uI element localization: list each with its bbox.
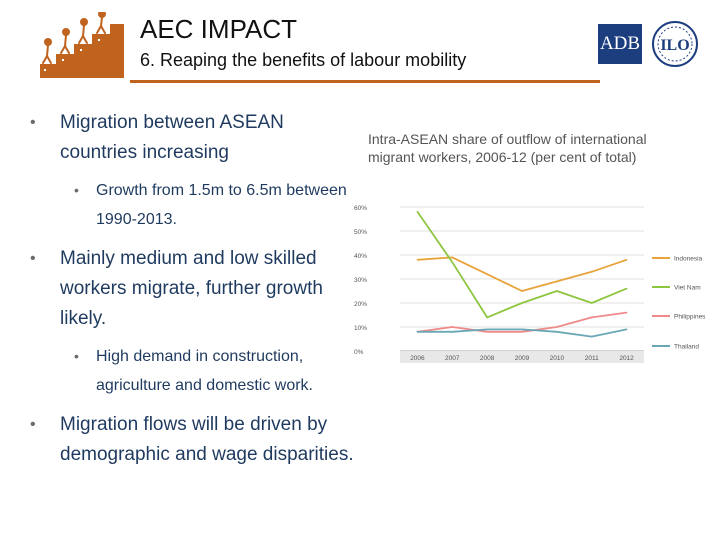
bullet-list: Migration between ASEAN countries increa… bbox=[30, 108, 360, 478]
y-tick-label: 20% bbox=[354, 301, 367, 308]
data-point bbox=[590, 316, 593, 319]
page-title: AEC IMPACT bbox=[140, 14, 297, 44]
x-tick-label: 2009 bbox=[515, 355, 530, 362]
ilo-logo: ILO bbox=[652, 21, 698, 67]
bullet-item: Mainly medium and low skilled workers mi… bbox=[30, 244, 360, 334]
sub-bullet-item: High demand in construction, agriculture… bbox=[30, 342, 360, 400]
data-point bbox=[625, 287, 628, 290]
data-point bbox=[590, 271, 593, 273]
x-tick-label: 2011 bbox=[585, 355, 599, 362]
x-tick-label: 2012 bbox=[619, 355, 634, 362]
line-chart: 0% 10% 20% 30% 40% 50% 60% 2006 2007 2008 2009 2010… bbox=[354, 205, 706, 363]
title-underline bbox=[130, 80, 600, 83]
data-point bbox=[486, 328, 488, 331]
data-point bbox=[590, 302, 593, 304]
legend-label: Thailand bbox=[674, 344, 699, 351]
y-tick-label: 40% bbox=[354, 253, 367, 260]
data-point bbox=[625, 259, 628, 261]
series-line-indonesia bbox=[417, 256, 627, 292]
sub-bullet-item: Growth from 1.5m to 6.5m between 1990-20… bbox=[30, 176, 360, 234]
y-tick-label: 0% bbox=[354, 349, 364, 356]
x-axis-band bbox=[400, 351, 644, 363]
data-point bbox=[556, 331, 558, 333]
data-point bbox=[521, 290, 523, 292]
series-line-thailand bbox=[417, 328, 627, 338]
data-point bbox=[416, 259, 419, 261]
data-point bbox=[451, 256, 454, 259]
page-subtitle: 6. Reaping the benefits of labour mobili… bbox=[140, 50, 467, 70]
data-point bbox=[521, 331, 523, 333]
data-point bbox=[590, 335, 593, 338]
x-tick-label: 2010 bbox=[550, 355, 565, 362]
data-point bbox=[486, 331, 488, 333]
adb-logo: ADB bbox=[598, 24, 642, 64]
data-point bbox=[486, 316, 488, 319]
y-tick-label: 10% bbox=[354, 325, 367, 332]
data-point bbox=[451, 331, 454, 333]
data-point bbox=[416, 331, 419, 333]
y-tick-label: 60% bbox=[354, 205, 367, 212]
data-point bbox=[521, 302, 523, 304]
data-point bbox=[556, 290, 558, 292]
x-tick-label: 2007 bbox=[445, 355, 460, 362]
ilo-logo-text: ILO bbox=[660, 37, 689, 54]
legend-label: Viet Nam bbox=[674, 285, 701, 292]
data-point bbox=[451, 326, 454, 328]
aec-walking-figures-logo bbox=[40, 12, 124, 78]
data-point bbox=[556, 280, 558, 283]
bullet-item: Migration between ASEAN countries increa… bbox=[30, 108, 360, 168]
legend-label: Indonesia bbox=[674, 256, 703, 263]
data-point bbox=[486, 273, 488, 275]
legend-label: Philippines bbox=[674, 314, 706, 321]
series-line-viet-nam bbox=[416, 211, 627, 319]
data-point bbox=[416, 211, 419, 213]
x-tick-label: 2006 bbox=[410, 355, 425, 362]
data-point bbox=[625, 311, 628, 314]
y-tick-label: 30% bbox=[354, 277, 367, 284]
data-point bbox=[451, 261, 454, 263]
chart-title: Intra-ASEAN share of outflow of internat… bbox=[368, 131, 647, 165]
y-tick-label: 50% bbox=[354, 229, 367, 236]
bullet-item: Migration flows will be driven by demogr… bbox=[30, 410, 360, 470]
data-point bbox=[625, 328, 628, 331]
data-point bbox=[521, 328, 523, 331]
data-point bbox=[556, 326, 558, 328]
x-tick-label: 2008 bbox=[480, 355, 495, 362]
